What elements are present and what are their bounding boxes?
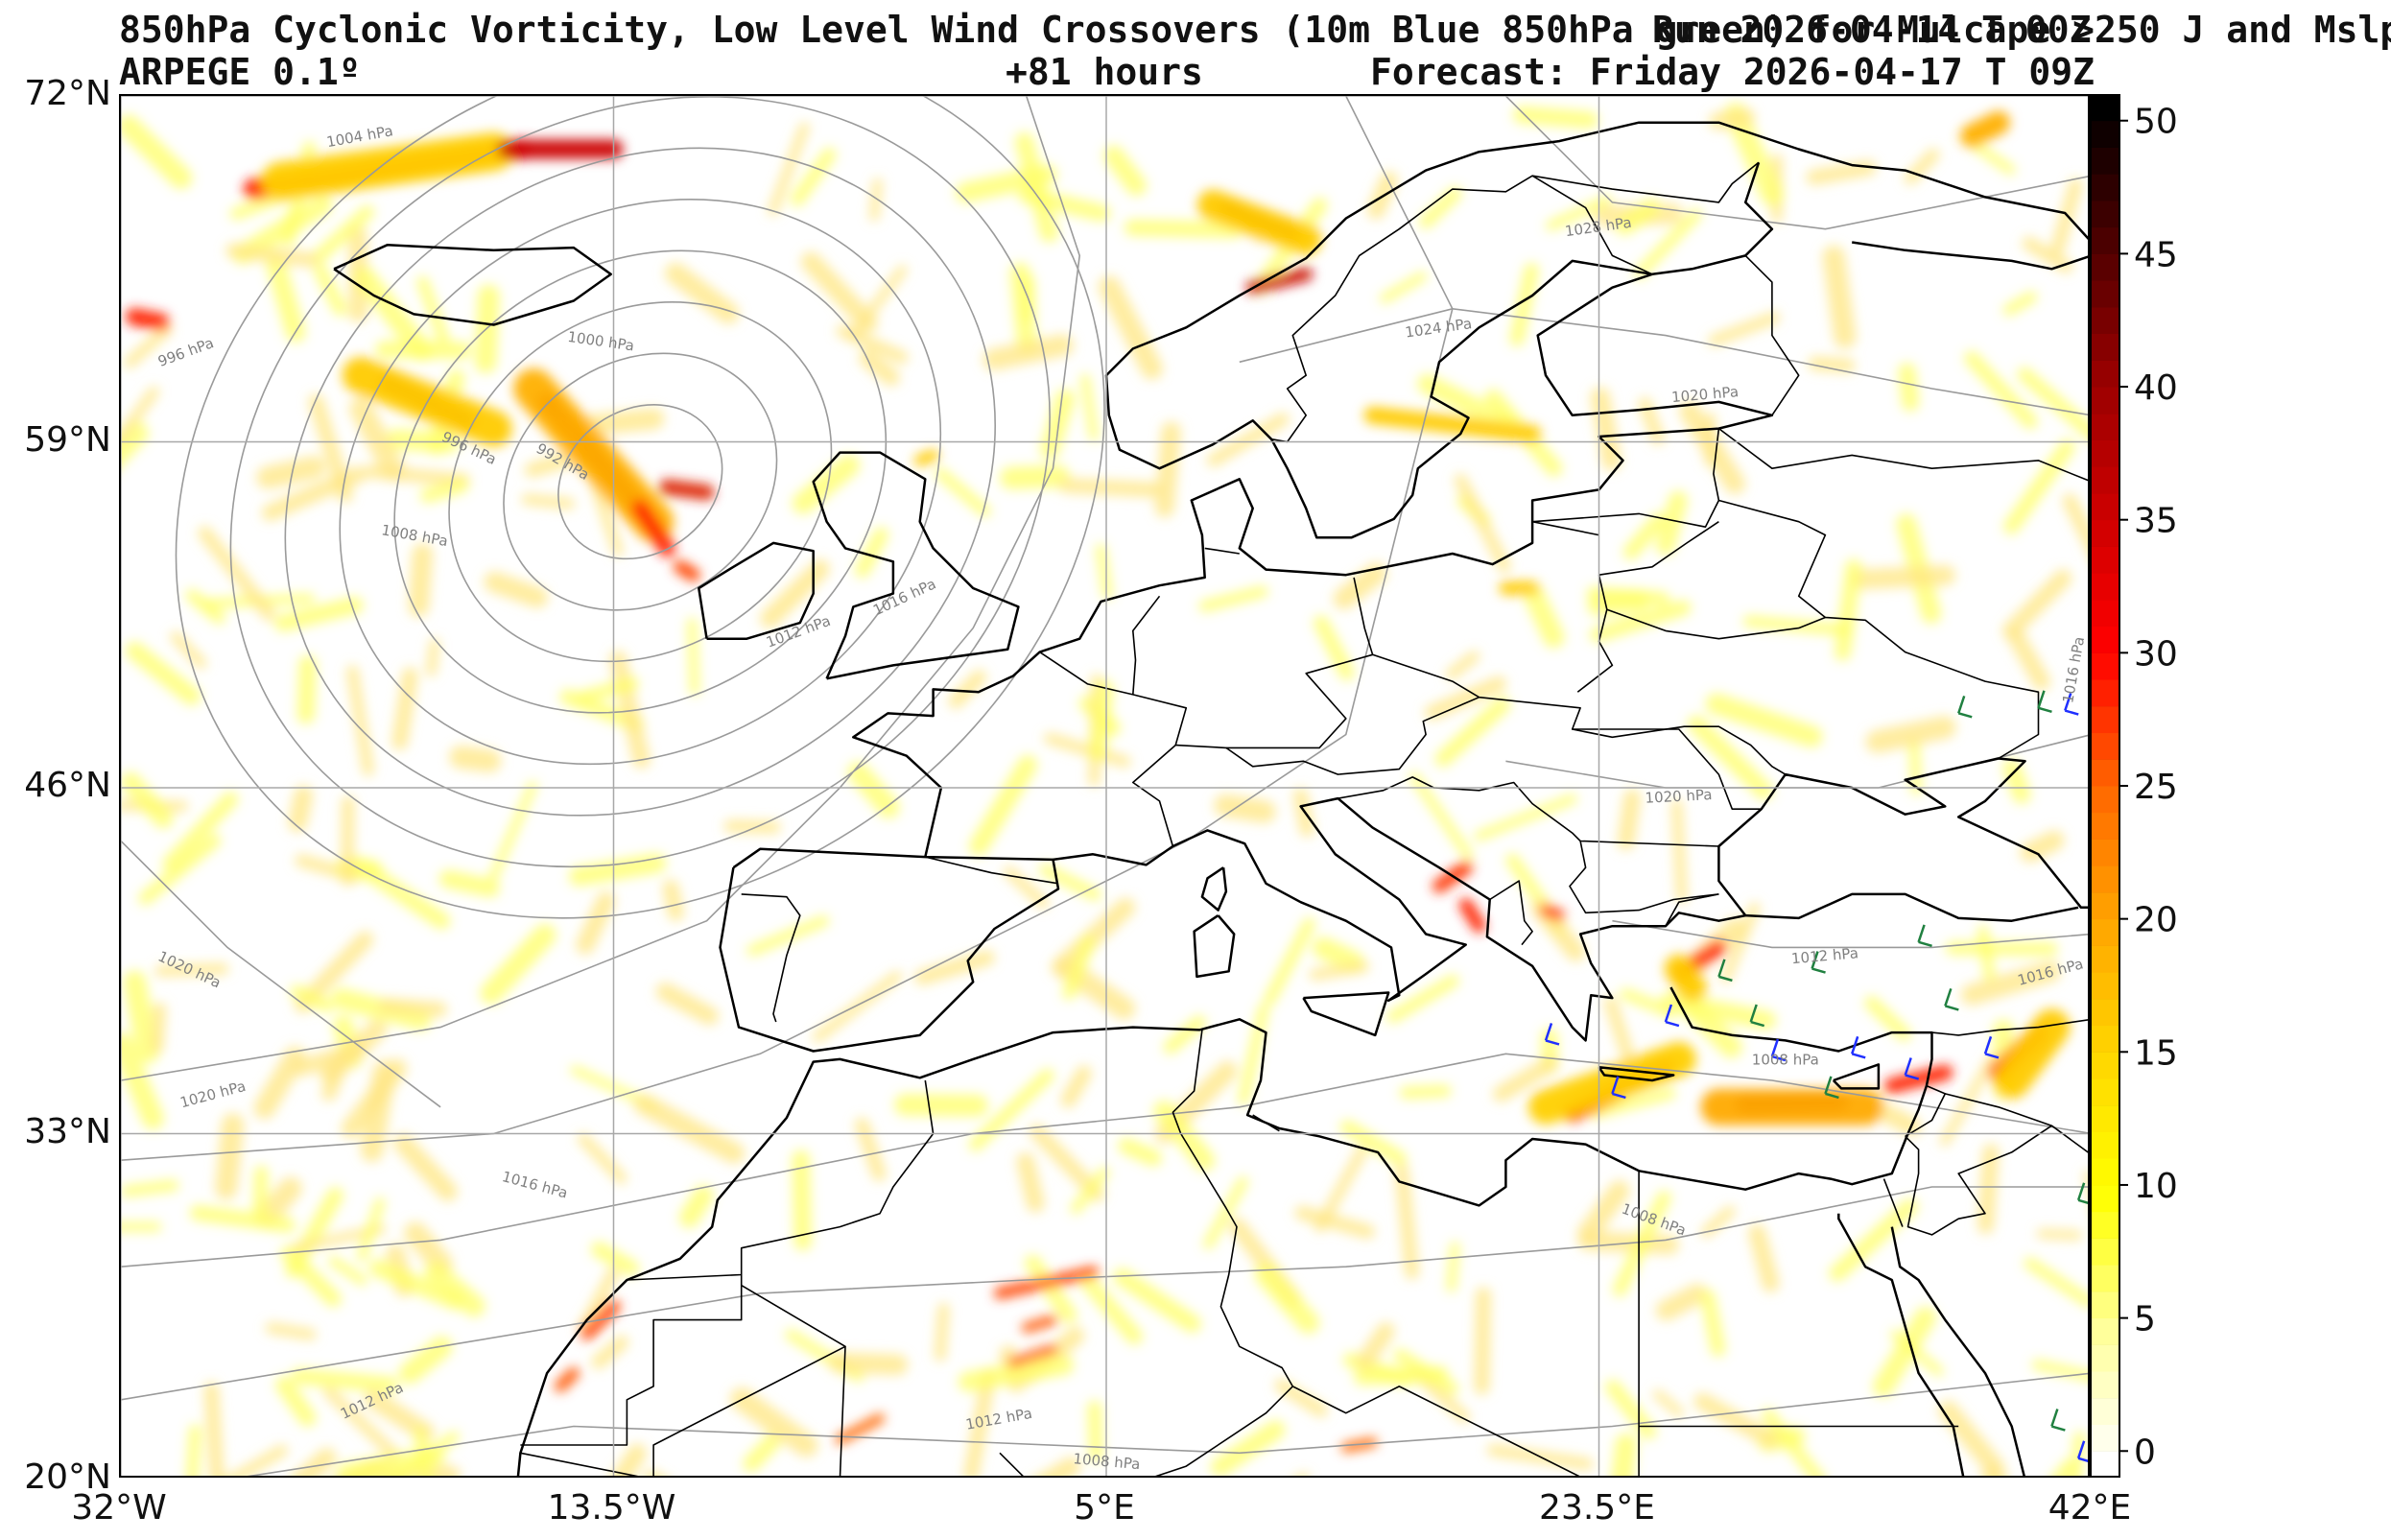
lat-tick-label: 20°N bbox=[24, 1457, 111, 1497]
isobar-label: 1020 hPa bbox=[1670, 383, 1739, 406]
isobar-label: 1016 hPa bbox=[500, 1168, 569, 1202]
run-time-label: Run 2026-04-14 T 00Z bbox=[1652, 9, 2092, 51]
colorbar-tick-label: 15 bbox=[2134, 1033, 2178, 1073]
isobar-label: 996 hPa bbox=[155, 334, 216, 370]
isobar-label: 1012 hPa bbox=[964, 1405, 1033, 1433]
isobar-label: 1020 hPa bbox=[1645, 786, 1713, 807]
lead-time-label: +81 hours bbox=[1006, 51, 1203, 93]
model-label: ARPEGE 0.1º bbox=[119, 51, 361, 93]
colorbar-tick-label: 0 bbox=[2134, 1433, 2156, 1472]
map-panel[interactable]: 1004 hPa 996 hPa 1000 hPa 996 hPa 992 hPa 100… bbox=[119, 94, 2090, 1478]
colorbar-tick-label: 30 bbox=[2134, 634, 2178, 674]
colorbar-tick-label: 5 bbox=[2134, 1300, 2156, 1339]
isobars bbox=[121, 96, 2088, 1476]
colorbar-tick-label: 40 bbox=[2134, 368, 2178, 408]
coastlines bbox=[333, 121, 2088, 1476]
isobar-label: 1016 hPa bbox=[2059, 635, 2088, 704]
isobar-label: 1004 hPa bbox=[325, 122, 394, 151]
lon-tick-label: 32°W bbox=[71, 1488, 167, 1528]
lat-lon-grid bbox=[121, 96, 2088, 1476]
isobar-label: 1008 hPa bbox=[380, 521, 449, 550]
colorbar-tick-label: 35 bbox=[2134, 502, 2178, 541]
forecast-time-label: Forecast: Friday 2026-04-17 T 09Z bbox=[1370, 51, 2095, 93]
colorbar: 0 5 10 15 20 25 30 35 40 45 50 bbox=[2090, 94, 2178, 1478]
lon-tick-label: 42°E bbox=[2048, 1488, 2132, 1528]
isobar-label: 1016 hPa bbox=[2016, 955, 2085, 989]
isobar-label: 1008 hPa bbox=[1752, 1051, 1819, 1068]
colorbar-tick-label: 45 bbox=[2134, 235, 2178, 274]
isobar-label: 1008 hPa bbox=[1073, 1450, 1141, 1473]
vorticity-shading bbox=[121, 102, 2088, 1476]
isobar-label: 1020 hPa bbox=[178, 1078, 248, 1112]
lon-tick-label: 5°E bbox=[1074, 1488, 1135, 1528]
lat-tick-label: 46°N bbox=[24, 766, 111, 805]
isobar-label: 1000 hPa bbox=[566, 328, 635, 355]
map-title: 850hPa Cyclonic Vorticity, Low Level Win… bbox=[119, 9, 2391, 51]
colorbar-tick-label: 20 bbox=[2134, 901, 2178, 940]
lon-tick-label: 23.5°E bbox=[1539, 1488, 1655, 1528]
lat-tick-label: 72°N bbox=[24, 74, 111, 113]
lon-tick-label: 13.5°W bbox=[547, 1488, 676, 1528]
lat-tick-label: 33°N bbox=[24, 1111, 111, 1151]
colorbar-tick-label: 25 bbox=[2134, 768, 2178, 807]
colorbar-tick-label: 50 bbox=[2134, 103, 2178, 142]
colorbar-tick-label: 10 bbox=[2134, 1167, 2178, 1206]
lat-tick-label: 59°N bbox=[24, 419, 111, 460]
wind-crossovers bbox=[1544, 690, 2088, 1462]
